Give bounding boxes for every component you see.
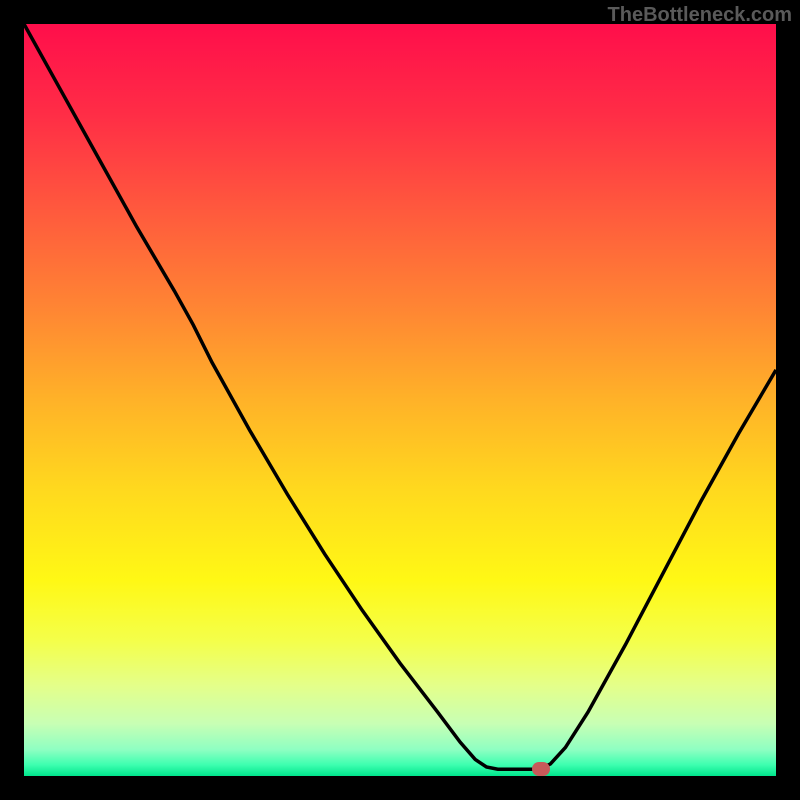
plot-area xyxy=(24,24,776,776)
watermark-text: TheBottleneck.com xyxy=(608,4,792,27)
bottleneck-curve xyxy=(24,24,776,776)
optimal-point-marker xyxy=(532,762,550,776)
